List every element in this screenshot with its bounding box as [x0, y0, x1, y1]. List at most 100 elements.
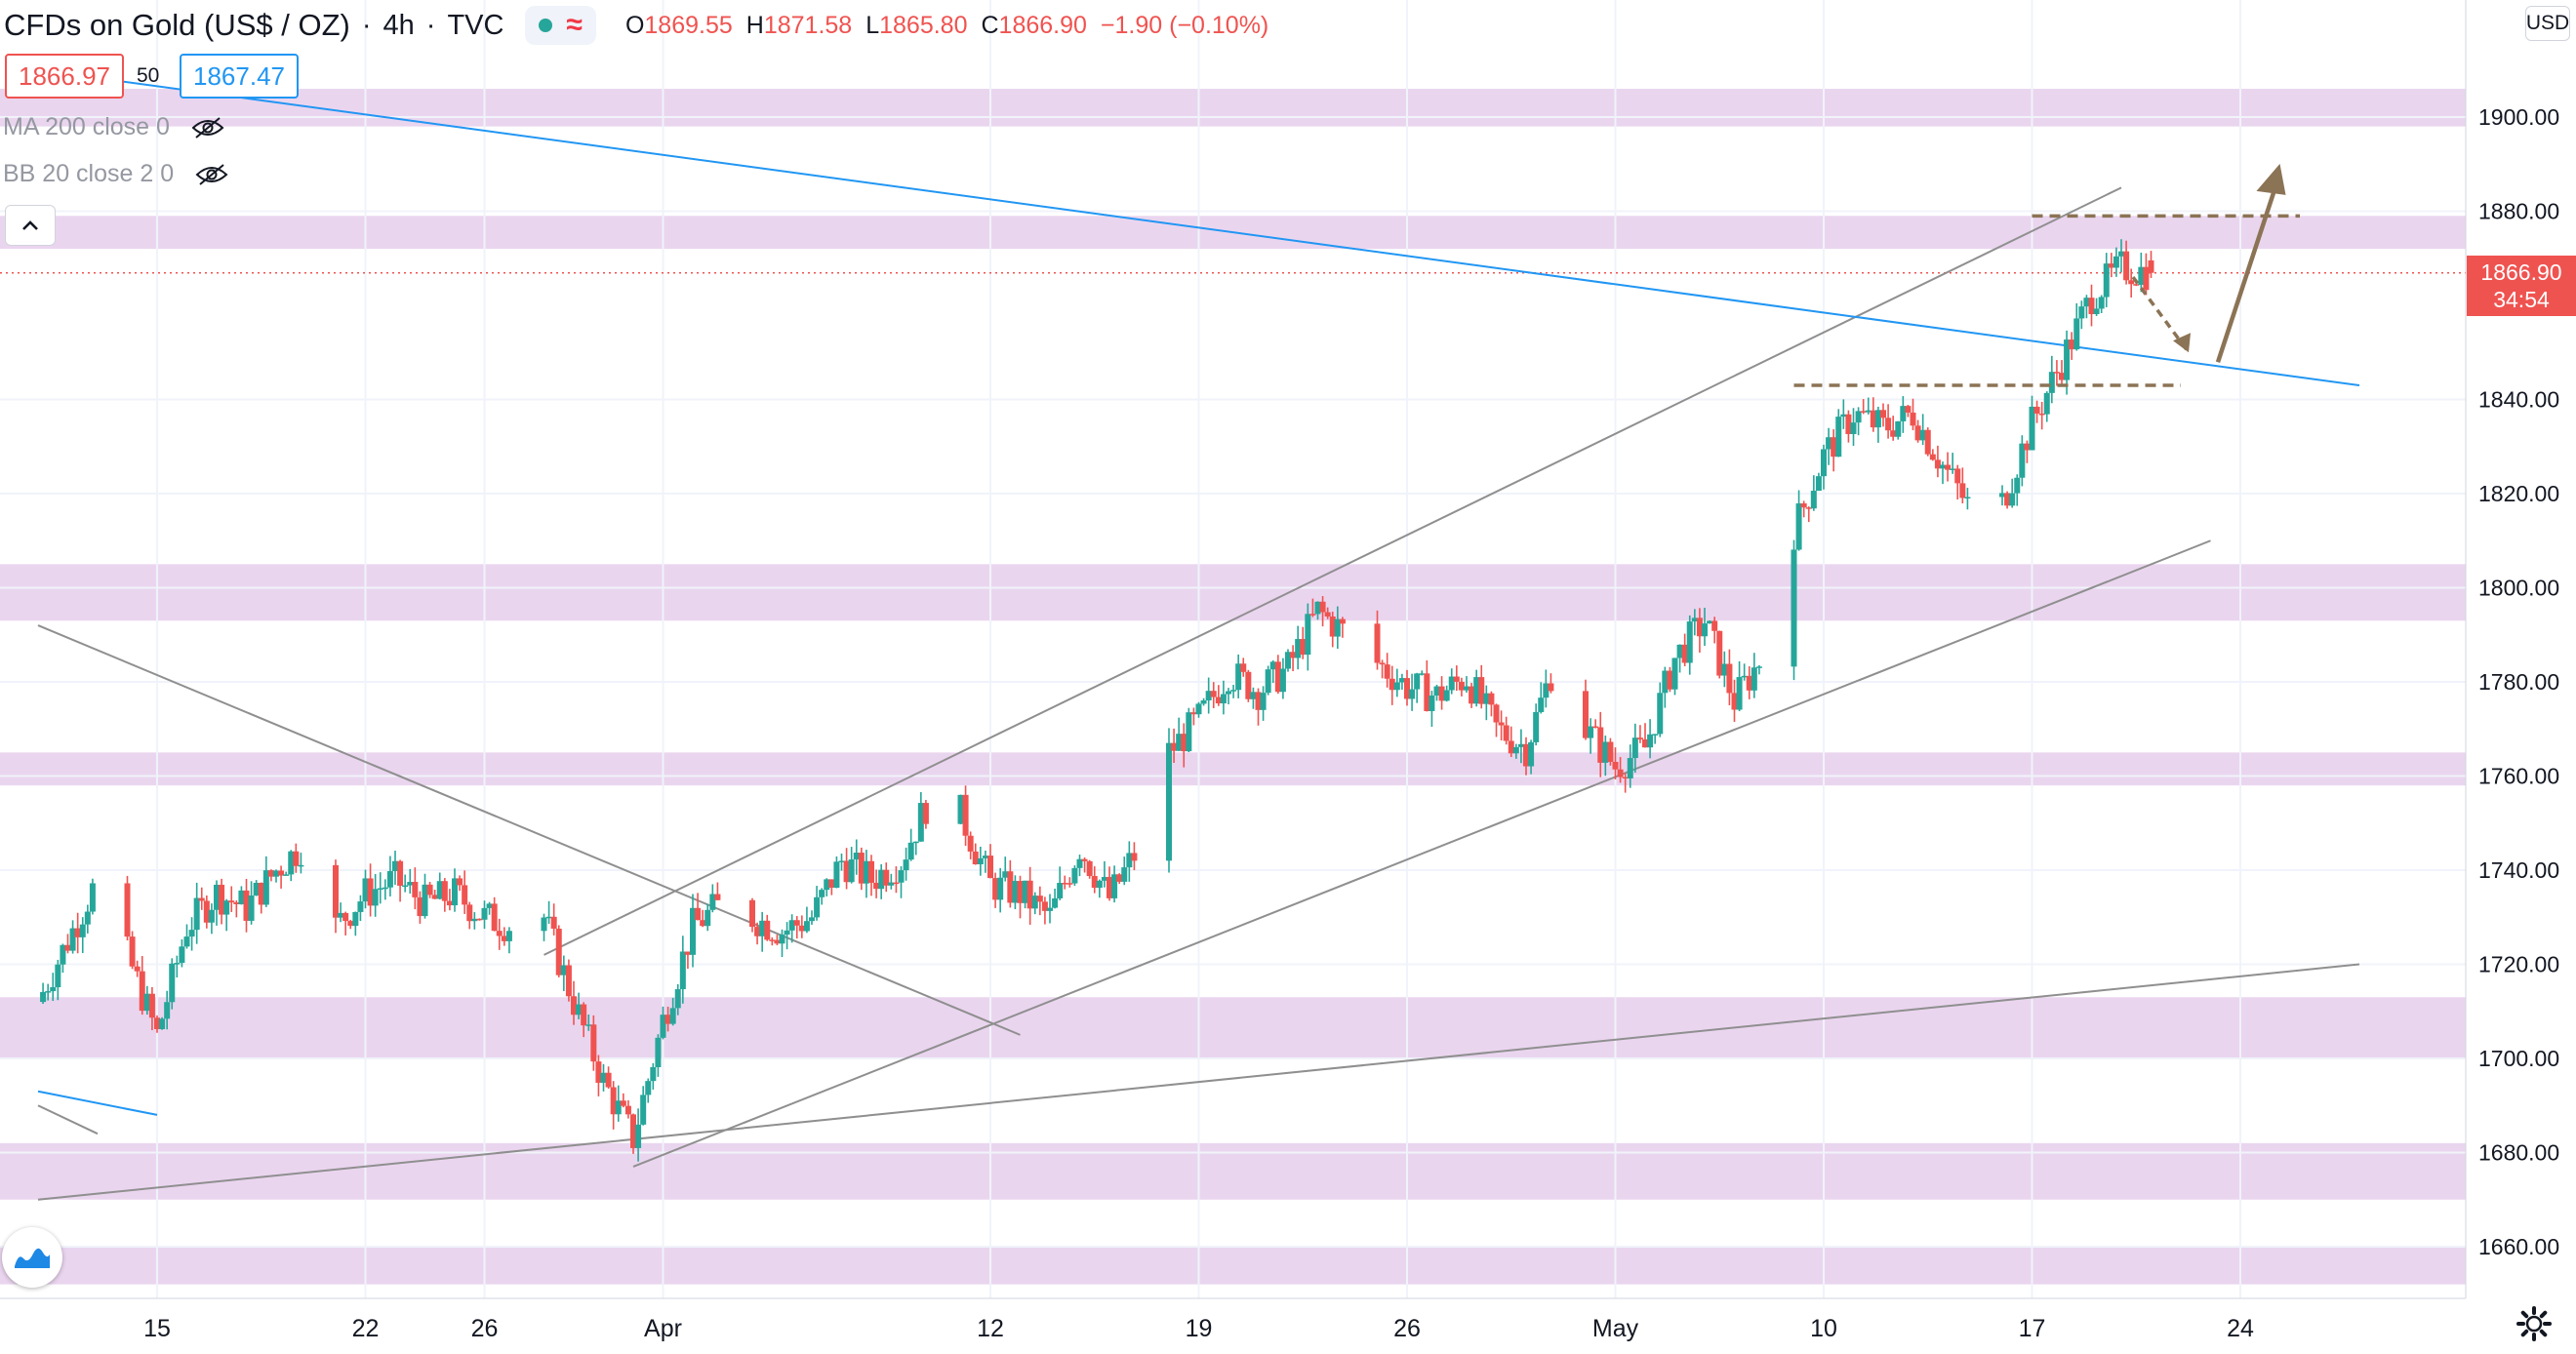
candle-body: [590, 1024, 596, 1061]
candle-body: [819, 890, 825, 897]
eye-off-icon[interactable]: [191, 117, 224, 139]
collapse-legend-button[interactable]: [5, 205, 56, 246]
candle-body: [174, 963, 180, 965]
candle-body: [645, 1081, 651, 1095]
candle-body: [621, 1100, 626, 1105]
market-status-pill[interactable]: ≈: [525, 6, 595, 45]
time-tick-label: 15: [143, 1315, 171, 1342]
candle-body: [357, 901, 363, 912]
symbol-title[interactable]: CFDs on Gold (US$ / OZ): [0, 8, 350, 43]
candle-body: [923, 803, 929, 824]
candle-body: [1266, 669, 1271, 693]
chevron-up-icon: [20, 219, 40, 232]
candle-body: [868, 861, 874, 883]
price-tick-label: 1720.00: [2478, 952, 2559, 977]
candle-body: [2078, 306, 2084, 318]
candle-body: [814, 897, 820, 918]
candle-body: [482, 908, 488, 920]
candle-body: [1221, 695, 1227, 704]
candle-body: [1885, 418, 1891, 430]
spread-value: 50: [137, 64, 159, 88]
candle-body: [1087, 861, 1093, 876]
candle-body: [159, 1018, 165, 1029]
eye-off-icon[interactable]: [195, 164, 228, 185]
tradingview-logo-icon[interactable]: [2, 1227, 62, 1288]
candle-body: [581, 1005, 586, 1026]
candle-body: [1499, 723, 1505, 726]
candle-body: [794, 920, 800, 926]
candle-body: [1751, 667, 1757, 691]
candle-body: [1325, 613, 1331, 617]
currency-button[interactable]: USD: [2525, 6, 2570, 41]
candle-body: [1414, 673, 1420, 689]
candle-body: [80, 925, 86, 937]
trendline: [633, 540, 2211, 1167]
candle-body: [1320, 602, 1326, 613]
candle-body: [1280, 668, 1286, 692]
candle-body: [1647, 735, 1653, 747]
candle-body: [1672, 657, 1678, 689]
candle-body: [650, 1067, 656, 1081]
candle-body: [1340, 619, 1346, 624]
price-tick-label: 1840.00: [2478, 387, 2559, 413]
candle-body: [1513, 747, 1519, 753]
candle-body: [1057, 883, 1063, 898]
source-label: TVC: [447, 10, 503, 42]
candle-body: [352, 912, 358, 926]
candle-body: [655, 1038, 661, 1067]
candle-body: [1911, 413, 1916, 425]
candle-body: [125, 883, 131, 936]
candle-body: [1811, 491, 1817, 508]
price-tick-label: 1700.00: [2478, 1046, 2559, 1071]
candle-body: [968, 836, 974, 852]
candle-body: [1856, 411, 1862, 422]
candle-body: [978, 858, 984, 864]
candle-body: [1533, 712, 1539, 742]
candle-body: [1959, 483, 1965, 498]
candle-body: [1230, 690, 1236, 692]
price-zone: [0, 89, 2466, 127]
candle-body: [1954, 468, 1960, 483]
price-zone: [0, 1247, 2466, 1285]
candle-body: [675, 989, 681, 1008]
candle-body: [1240, 663, 1246, 672]
candle-body: [1588, 727, 1593, 738]
price-tick-label: 1660.00: [2478, 1234, 2559, 1259]
buy-button[interactable]: 1867.47: [180, 54, 299, 99]
candle-body: [1261, 693, 1267, 710]
time-tick-label: 19: [1186, 1315, 1213, 1342]
legend-separator: ·: [362, 10, 372, 42]
sell-button[interactable]: 1866.97: [5, 54, 124, 99]
time-tick-label: 17: [2019, 1315, 2046, 1342]
candle-body: [462, 885, 467, 904]
candle-body: [283, 874, 289, 876]
price-zone: [0, 564, 2466, 620]
indicator-bb-20[interactable]: BB 20 close 2 0: [3, 160, 228, 188]
gear-icon[interactable]: [2516, 1305, 2553, 1342]
candle-body: [397, 861, 403, 886]
candle-body: [164, 1002, 170, 1018]
candle-body: [442, 881, 448, 900]
candle-body: [963, 795, 969, 836]
candle-body: [1687, 621, 1693, 662]
high-label: H: [746, 12, 764, 39]
candle-body: [179, 946, 184, 963]
candle-body: [1880, 410, 1886, 418]
indicator-ma-200[interactable]: MA 200 close 0: [3, 113, 224, 141]
candle-body: [804, 921, 810, 931]
candle-body: [45, 991, 51, 993]
trendline: [38, 625, 1021, 1035]
candle-body: [2049, 372, 2055, 393]
candle-body: [402, 886, 408, 888]
candle-body: [2149, 260, 2154, 273]
candle-body: [987, 856, 993, 878]
price-tick-label: 1800.00: [2478, 576, 2559, 601]
candle-body: [625, 1106, 631, 1115]
candle-body: [2099, 297, 2105, 308]
candle-body: [1796, 503, 1802, 549]
candle-body: [1082, 859, 1088, 861]
interval-label[interactable]: 4h: [383, 10, 415, 42]
trendline: [38, 1105, 98, 1134]
bar-countdown: 34:54: [2467, 286, 2576, 313]
